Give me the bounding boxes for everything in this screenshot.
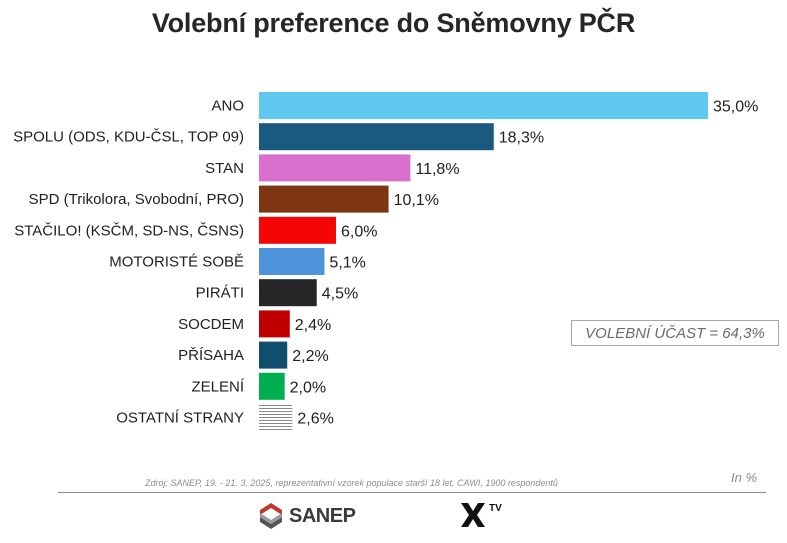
bar — [259, 248, 325, 275]
unit-note: In % — [731, 470, 758, 485]
category-label: SPOLU (ODS, KDU-ČSL, TOP 09) — [13, 129, 244, 146]
bar — [259, 310, 290, 338]
xtv-logo: TV — [458, 500, 502, 532]
bar — [259, 123, 494, 151]
sanep-mark-icon — [260, 503, 282, 529]
value-label: 4,5% — [322, 286, 358, 303]
value-label: 2,6% — [297, 411, 333, 428]
category-label: SOCDEM — [178, 316, 244, 333]
xtv-tv-text: TV — [489, 503, 502, 514]
category-label: PŘÍSAHA — [178, 347, 244, 364]
turnout-box: VOLEBNÍ ÚČAST = 64,3% — [571, 320, 779, 346]
bar-chart: ANO 35,0% SPOLU (ODS, KDU-ČSL, TOP 09) 18,3… — [13, 92, 758, 431]
bar — [259, 279, 317, 307]
bar — [259, 185, 389, 213]
bar — [259, 372, 285, 400]
value-label: 2,4% — [295, 317, 331, 334]
category-label: STAN — [205, 160, 244, 177]
value-label: 10,1% — [394, 192, 439, 209]
bar — [259, 92, 708, 119]
x-mark-icon — [461, 503, 485, 527]
bar — [259, 154, 411, 182]
category-label: ZELENÍ — [191, 378, 244, 395]
turnout-text: VOLEBNÍ ÚČAST = 64,3% — [585, 324, 765, 342]
category-label: PIRÁTI — [196, 285, 244, 302]
sanep-logo: SANEP — [255, 500, 356, 532]
category-label: ANO — [211, 98, 244, 115]
bar — [259, 216, 336, 244]
value-label: 11,8% — [415, 161, 459, 178]
category-label: OSTATNÍ STRANY — [116, 410, 244, 427]
footer-divider — [58, 492, 766, 493]
bar — [259, 404, 293, 431]
category-label: SPD (Trikolora, Svobodní, PRO) — [29, 191, 244, 208]
value-label: 6,0% — [341, 223, 377, 240]
value-label: 5,1% — [329, 255, 365, 272]
bar — [259, 341, 288, 369]
value-label: 2,0% — [290, 379, 326, 396]
value-label: 18,3% — [499, 130, 544, 147]
sanep-text: SANEP — [289, 504, 356, 527]
source-note: Zdroj: SANEP, 19. - 21. 3. 2025, repreze… — [145, 478, 558, 488]
value-label: 2,2% — [292, 348, 328, 365]
category-label: MOTORISTÉ SOBĚ — [109, 254, 244, 271]
chart-title: Volební preference do Sněmovny PČR — [151, 8, 636, 38]
value-label: 35,0% — [713, 99, 758, 116]
category-label: STAČILO! (KSČM, SD-NS, ČSNS) — [14, 222, 244, 239]
